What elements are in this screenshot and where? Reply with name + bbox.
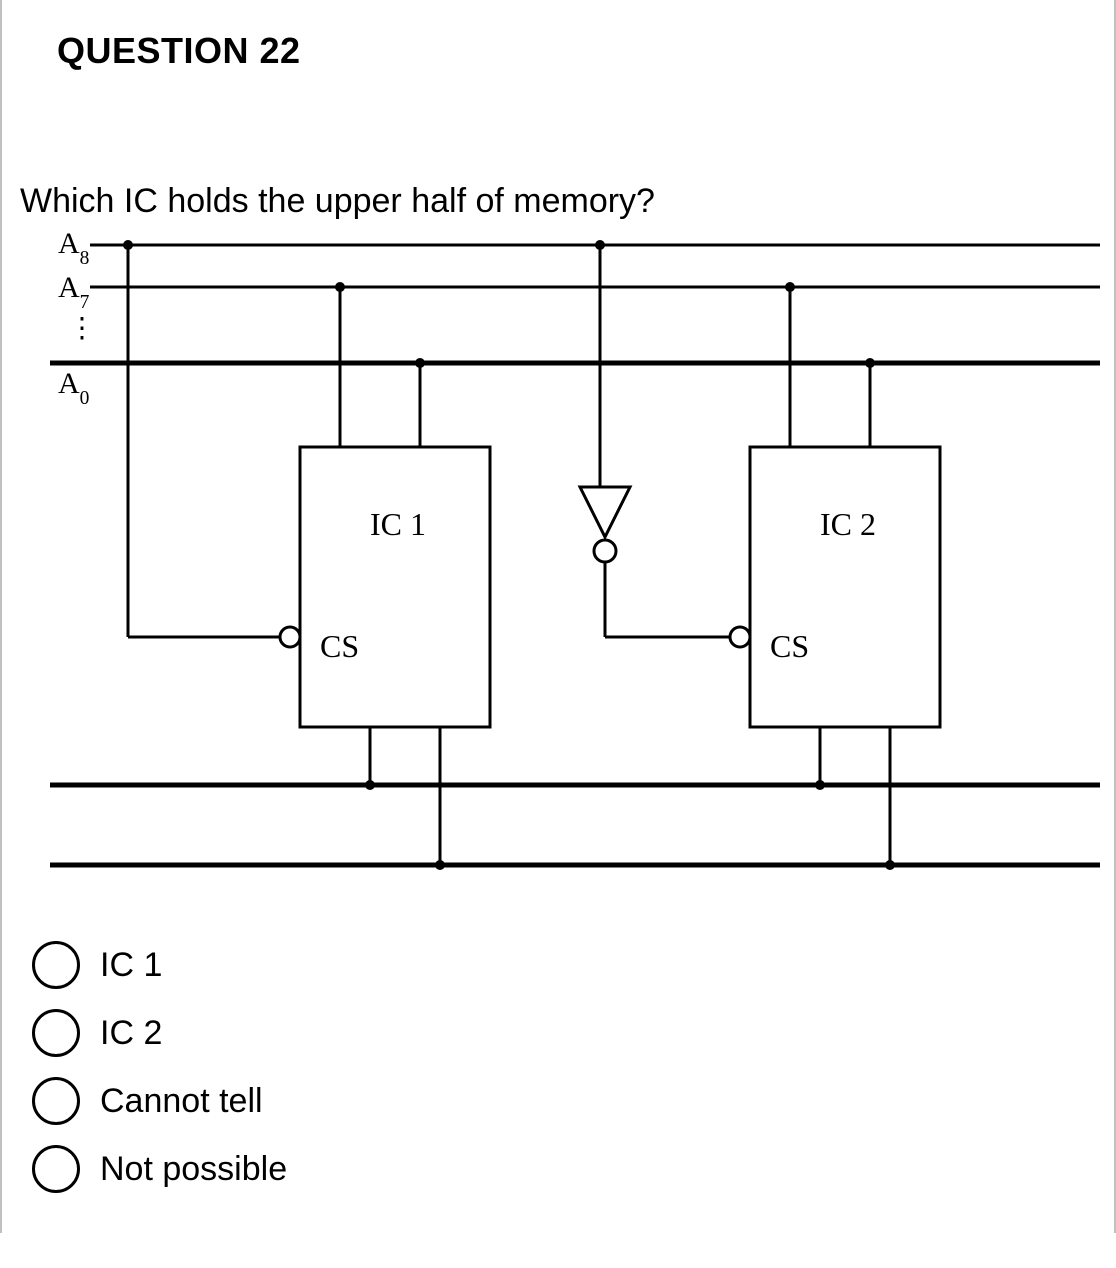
svg-text:A8: A8 xyxy=(58,227,89,269)
option-label: IC 1 xyxy=(100,946,162,985)
svg-text:A0: A0 xyxy=(58,367,89,409)
option-row[interactable]: Not possible xyxy=(32,1145,1114,1193)
option-label: Not possible xyxy=(100,1150,287,1189)
question-title: QUESTION 22 xyxy=(2,30,1114,72)
radio-icon[interactable] xyxy=(32,1077,80,1125)
radio-icon[interactable] xyxy=(32,941,80,989)
radio-icon[interactable] xyxy=(32,1145,80,1193)
option-row[interactable]: IC 2 xyxy=(32,1009,1114,1057)
question-prompt: Which IC holds the upper half of memory? xyxy=(2,182,1114,221)
svg-text:CS: CS xyxy=(770,628,809,664)
question-container: QUESTION 22 Which IC holds the upper hal… xyxy=(0,0,1116,1233)
circuit-diagram: A8A7⋮ A0 IC 1 CS IC 2 CS xyxy=(2,225,1114,905)
svg-text:IC 1: IC 1 xyxy=(370,506,426,542)
svg-text:A7: A7 xyxy=(58,271,90,313)
svg-text:⋮: ⋮ xyxy=(68,313,96,344)
option-label: IC 2 xyxy=(100,1014,162,1053)
options-group: IC 1 IC 2 Cannot tell Not possible xyxy=(2,915,1114,1193)
svg-text:IC 2: IC 2 xyxy=(820,506,876,542)
circuit-svg: A8A7⋮ A0 IC 1 CS IC 2 CS xyxy=(20,225,1100,905)
option-label: Cannot tell xyxy=(100,1082,263,1121)
option-row[interactable]: Cannot tell xyxy=(32,1077,1114,1125)
svg-text:CS: CS xyxy=(320,628,359,664)
option-row[interactable]: IC 1 xyxy=(32,941,1114,989)
radio-icon[interactable] xyxy=(32,1009,80,1057)
